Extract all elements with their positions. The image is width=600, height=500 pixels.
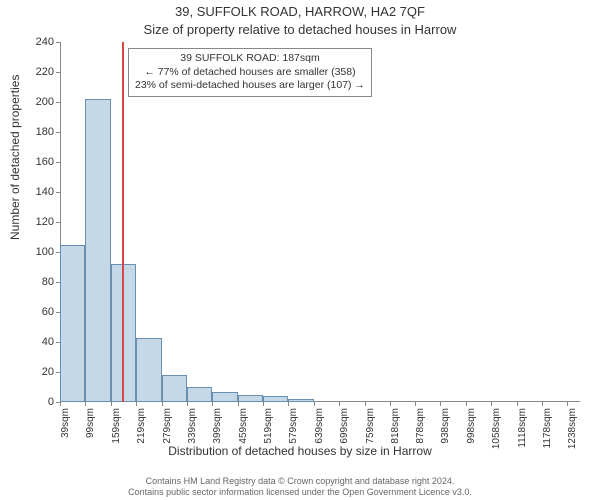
annotation-line3: 23% of semi-detached houses are larger (…: [135, 79, 365, 93]
x-tick-mark: [542, 402, 543, 406]
x-tick-mark: [517, 402, 518, 406]
x-tick-mark: [288, 402, 289, 406]
x-axis-label: Distribution of detached houses by size …: [0, 444, 600, 458]
histogram-bar: [212, 392, 237, 403]
y-tick-label: 180: [36, 126, 54, 138]
y-tick-label: 100: [36, 246, 54, 258]
annotation-box: 39 SUFFOLK ROAD: 187sqm ← 77% of detache…: [128, 48, 372, 97]
x-tick-mark: [263, 402, 264, 406]
x-tick-label: 1118sqm: [517, 408, 528, 448]
y-tick-label: 120: [36, 216, 54, 228]
x-tick-label: 759sqm: [365, 408, 376, 444]
x-tick-label: 1058sqm: [491, 408, 502, 449]
y-tick-mark: [56, 102, 60, 103]
x-tick-mark: [162, 402, 163, 406]
histogram-bar: [187, 387, 212, 402]
x-tick-label: 639sqm: [314, 408, 325, 444]
x-tick-label: 1238sqm: [567, 408, 578, 449]
x-tick-mark: [187, 402, 188, 406]
x-tick-label: 519sqm: [263, 408, 274, 444]
histogram-bar: [263, 396, 288, 402]
x-tick-label: 399sqm: [212, 408, 223, 444]
x-tick-label: 579sqm: [288, 408, 299, 444]
x-tick-mark: [339, 402, 340, 406]
histogram-bar: [60, 245, 85, 403]
y-tick-label: 160: [36, 156, 54, 168]
reference-line: [122, 42, 124, 402]
histogram-bar: [288, 399, 313, 402]
y-tick-mark: [56, 42, 60, 43]
y-tick-mark: [56, 192, 60, 193]
x-tick-mark: [238, 402, 239, 406]
y-tick-mark: [56, 132, 60, 133]
chart-title-line1: 39, SUFFOLK ROAD, HARROW, HA2 7QF: [0, 4, 600, 19]
annotation-line2: ← 77% of detached houses are smaller (35…: [135, 66, 365, 80]
x-tick-mark: [415, 402, 416, 406]
x-tick-mark: [440, 402, 441, 406]
x-tick-mark: [365, 402, 366, 406]
y-tick-label: 0: [48, 396, 54, 408]
x-tick-label: 998sqm: [466, 408, 477, 444]
y-tick-label: 200: [36, 96, 54, 108]
x-tick-mark: [491, 402, 492, 406]
x-tick-mark: [85, 402, 86, 406]
y-tick-label: 40: [42, 336, 54, 348]
chart-container: 39, SUFFOLK ROAD, HARROW, HA2 7QF Size o…: [0, 0, 600, 500]
x-tick-label: 818sqm: [390, 408, 401, 444]
footer-line1: Contains HM Land Registry data © Crown c…: [0, 476, 600, 487]
x-tick-label: 279sqm: [162, 408, 173, 444]
x-tick-label: 1178sqm: [542, 408, 553, 448]
x-tick-label: 39sqm: [60, 408, 71, 438]
x-tick-label: 699sqm: [339, 408, 350, 444]
x-tick-mark: [567, 402, 568, 406]
x-tick-label: 938sqm: [440, 408, 451, 444]
annotation-line1: 39 SUFFOLK ROAD: 187sqm: [135, 52, 365, 66]
x-tick-mark: [314, 402, 315, 406]
plot-area: 02040608010012014016018020022024039sqm99…: [60, 42, 580, 402]
y-tick-label: 140: [36, 186, 54, 198]
y-tick-mark: [56, 222, 60, 223]
x-tick-label: 159sqm: [111, 408, 122, 444]
x-tick-label: 339sqm: [187, 408, 198, 444]
x-tick-label: 99sqm: [85, 408, 96, 438]
footer-line2: Contains public sector information licen…: [0, 487, 600, 498]
y-axis-label: Number of detached properties: [8, 75, 22, 240]
x-tick-mark: [466, 402, 467, 406]
histogram-bar: [85, 99, 110, 402]
x-tick-mark: [60, 402, 61, 406]
x-tick-label: 878sqm: [415, 408, 426, 444]
x-tick-mark: [212, 402, 213, 406]
y-tick-label: 220: [36, 66, 54, 78]
y-tick-mark: [56, 162, 60, 163]
x-tick-mark: [111, 402, 112, 406]
y-tick-label: 240: [36, 36, 54, 48]
y-tick-label: 20: [42, 366, 54, 378]
x-tick-label: 219sqm: [136, 408, 147, 444]
histogram-bar: [162, 375, 187, 402]
y-tick-label: 60: [42, 306, 54, 318]
footer-attribution: Contains HM Land Registry data © Crown c…: [0, 476, 600, 499]
x-tick-label: 459sqm: [238, 408, 249, 444]
x-tick-mark: [136, 402, 137, 406]
chart-title-line2: Size of property relative to detached ho…: [0, 22, 600, 37]
y-tick-label: 80: [42, 276, 54, 288]
x-tick-mark: [390, 402, 391, 406]
histogram-bar: [238, 395, 263, 403]
histogram-bar: [136, 338, 161, 403]
y-tick-mark: [56, 72, 60, 73]
